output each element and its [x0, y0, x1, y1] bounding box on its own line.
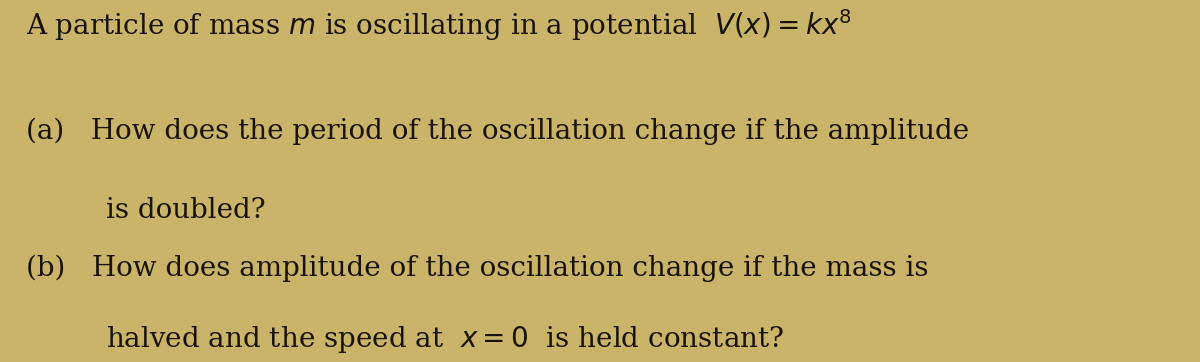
Text: (a)   How does the period of the oscillation change if the amplitude: (a) How does the period of the oscillati… — [26, 117, 970, 145]
Text: (b)   How does amplitude of the oscillation change if the mass is: (b) How does amplitude of the oscillatio… — [26, 255, 929, 282]
Text: is doubled?: is doubled? — [106, 197, 265, 224]
Text: A particle of mass $m$ is oscillating in a potential  $V(x) = kx^8$: A particle of mass $m$ is oscillating in… — [26, 8, 852, 43]
Text: halved and the speed at  $x=0$  is held constant?: halved and the speed at $x=0$ is held co… — [106, 324, 784, 355]
